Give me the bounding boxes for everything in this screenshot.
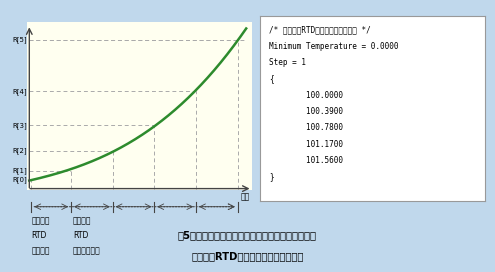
Text: R[5]: R[5]: [12, 36, 27, 43]
Text: 図5　測温抗抗体抗抗値表のグラフ表示例（左）と: 図5 測温抗抗体抗抗値表のグラフ表示例（左）と: [178, 230, 317, 240]
Text: 開始温度: 開始温度: [31, 246, 50, 255]
Text: RTD: RTD: [31, 231, 47, 240]
Text: 温度: 温度: [241, 192, 250, 201]
Text: R[0]: R[0]: [12, 176, 27, 183]
Text: RTD: RTD: [73, 231, 89, 240]
Text: R[3]: R[3]: [12, 122, 27, 129]
Text: カスタム: カスタム: [73, 217, 92, 225]
Text: Step = 1: Step = 1: [269, 58, 306, 67]
Text: Minimum Temperature = 0.0000: Minimum Temperature = 0.0000: [269, 42, 398, 51]
Text: 100.0000: 100.0000: [269, 91, 343, 100]
Text: R[2]: R[2]: [12, 147, 27, 154]
Text: /* カスタムRTDテーブルのコメント */: /* カスタムRTDテーブルのコメント */: [269, 26, 371, 35]
Text: 100.3900: 100.3900: [269, 107, 343, 116]
Text: 101.5600: 101.5600: [269, 156, 343, 165]
Text: カスタムRTDテーブルの作成例（右）: カスタムRTDテーブルの作成例（右）: [191, 252, 304, 262]
Text: カスタム: カスタム: [31, 217, 50, 225]
Text: R[4]: R[4]: [12, 88, 27, 95]
Text: 101.1700: 101.1700: [269, 140, 343, 149]
Text: {: {: [269, 75, 274, 84]
Text: R[1]: R[1]: [12, 167, 27, 174]
Text: 温度ステップ: 温度ステップ: [73, 246, 101, 255]
Text: }: }: [269, 172, 274, 181]
Text: 100.7800: 100.7800: [269, 123, 343, 132]
